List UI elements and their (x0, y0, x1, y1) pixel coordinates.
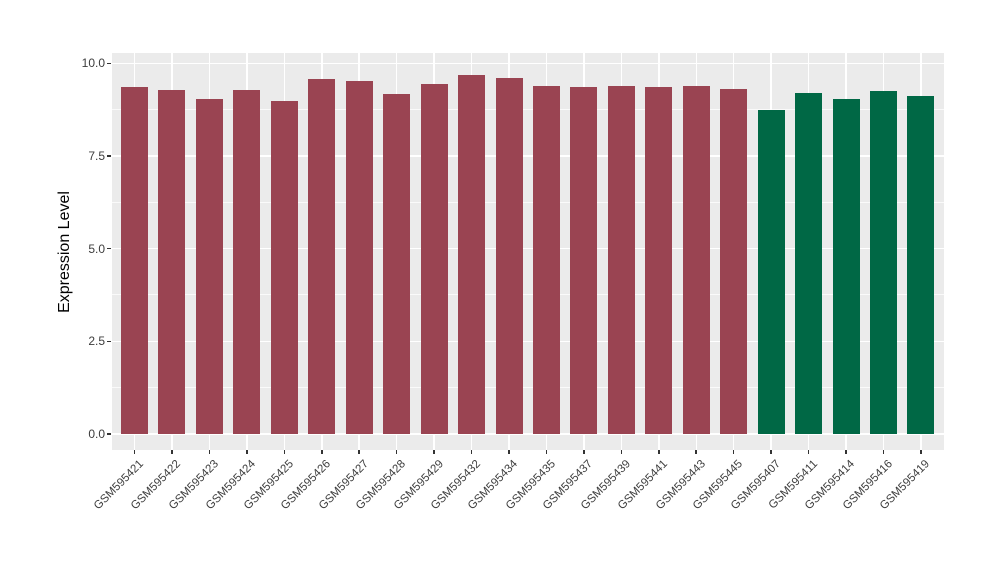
x-axis-tick (246, 450, 248, 454)
x-axis-tick (470, 450, 473, 454)
y-axis-tick (107, 340, 111, 343)
bar-GSM595427 (345, 81, 373, 434)
y-axis-tick (107, 247, 111, 250)
gridline-minor (112, 109, 944, 111)
x-axis-tick (545, 450, 548, 454)
bar-GSM595414 (832, 98, 860, 434)
y-axis-tick (107, 155, 111, 157)
plot-panel (112, 53, 944, 450)
bar-GSM595439 (607, 85, 635, 434)
x-axis-tick (358, 450, 360, 454)
x-axis-tick (508, 450, 510, 454)
gridline-minor (112, 294, 944, 296)
x-axis-tick (845, 450, 847, 454)
gridline-major (112, 62, 944, 65)
bar-GSM595419 (907, 95, 935, 434)
gridline-minor (112, 201, 944, 203)
bar-GSM595411 (795, 92, 823, 434)
x-axis-tick (133, 450, 136, 454)
bar-GSM595421 (121, 87, 148, 434)
gridline-major (112, 247, 944, 250)
bar-GSM595437 (570, 87, 598, 434)
bar-GSM595423 (195, 98, 223, 434)
x-axis-tick (395, 450, 398, 454)
bar-GSM595407 (757, 110, 785, 434)
x-axis-tick (882, 450, 885, 454)
x-axis-tick (583, 450, 585, 454)
x-axis-tick (171, 450, 173, 454)
x-axis-tick (920, 450, 922, 454)
bar-GSM595435 (532, 86, 560, 434)
bar-GSM595443 (682, 85, 710, 434)
y-axis-tick-label: 0.0 (88, 427, 105, 441)
bar-GSM595445 (720, 89, 748, 434)
bar-GSM595426 (308, 78, 336, 434)
x-axis-tick (732, 450, 735, 454)
bar-GSM595425 (270, 101, 298, 434)
bar-GSM595428 (383, 93, 411, 434)
bar-GSM595416 (870, 91, 897, 434)
x-axis-tick (283, 450, 286, 454)
bar-GSM595441 (645, 87, 673, 434)
gridline-minor (112, 387, 944, 389)
bar-GSM595434 (495, 78, 523, 434)
bar-GSM595429 (420, 84, 448, 434)
x-axis-tick (695, 450, 698, 454)
x-axis-tick (620, 450, 623, 454)
bar-GSM595432 (458, 74, 486, 434)
gridline-major (112, 340, 944, 343)
bar-GSM595422 (158, 89, 186, 434)
gridline-major (112, 433, 944, 435)
x-axis-tick (658, 450, 660, 454)
bar-GSM595424 (233, 90, 261, 434)
gridline-major (112, 155, 944, 157)
y-axis-tick-label: 10.0 (81, 56, 105, 71)
x-axis-tick (433, 450, 435, 454)
y-axis-tick (107, 433, 111, 435)
x-axis-tick (807, 450, 810, 454)
x-axis-tick (208, 450, 211, 454)
y-axis-tick-label: 7.5 (88, 148, 105, 163)
x-axis-tick (320, 450, 323, 454)
y-axis-tick (107, 62, 111, 65)
y-axis-tick-label: 5.0 (88, 241, 105, 256)
y-axis-tick-label: 2.5 (88, 334, 105, 349)
x-axis-tick (770, 450, 772, 454)
